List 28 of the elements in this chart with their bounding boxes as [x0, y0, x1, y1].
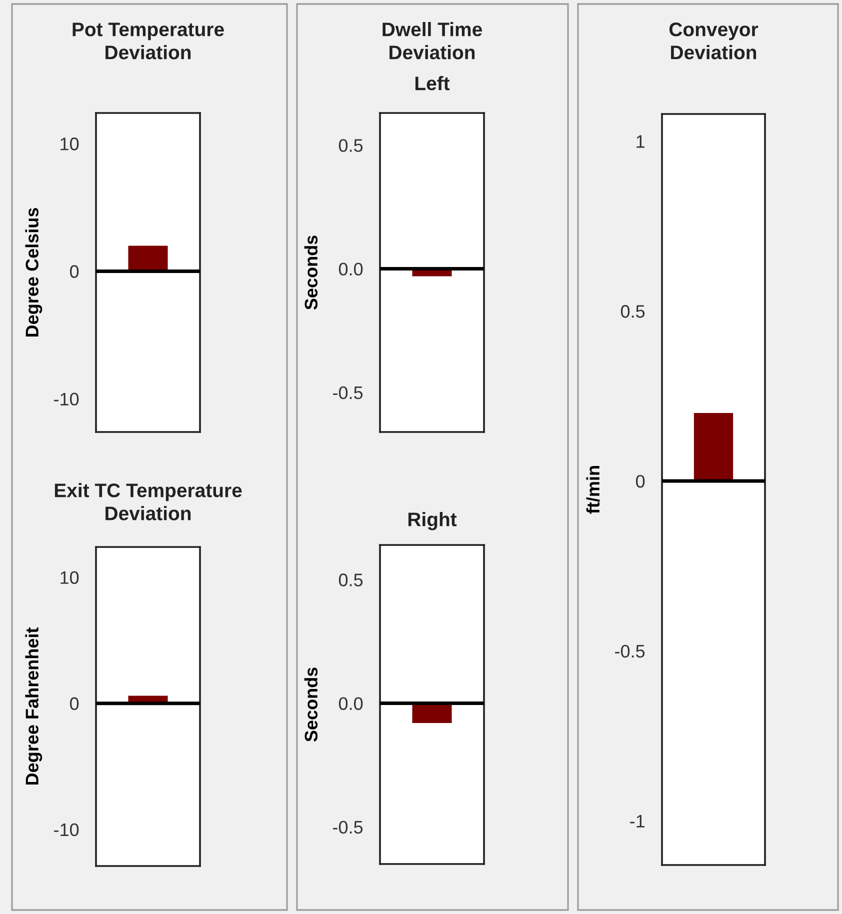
- y-tick-label: 10: [60, 138, 79, 150]
- y-tick-label: 0.0: [338, 697, 363, 710]
- y-tick-label: 0.5: [338, 139, 363, 152]
- y-tick-label: 0.5: [338, 574, 363, 586]
- chart-title: Right: [408, 512, 457, 530]
- y-axis-title: ft/min: [586, 466, 600, 514]
- chart-title: Exit TC Temperature Deviation: [54, 483, 242, 520]
- y-tick-label: 0: [70, 265, 79, 278]
- chart-title: Dwell Time Deviation: [382, 22, 482, 60]
- y-axis-title: Degree Celsius: [25, 208, 42, 337]
- y-tick-label: 0.5: [620, 305, 645, 318]
- y-tick-label: 0: [636, 474, 645, 488]
- chart-title: Conveyor Deviation: [669, 22, 758, 60]
- chart-subtitle: Left: [415, 76, 450, 90]
- chart-title: Pot Temperature Deviation: [72, 22, 224, 60]
- y-tick-label: -0.5: [615, 644, 645, 658]
- y-tick-label: 0: [70, 697, 79, 710]
- y-axis-title: Seconds: [304, 236, 318, 310]
- y-tick-label: -1: [630, 814, 644, 828]
- y-tick-label: -10: [54, 823, 79, 836]
- y-tick-label: -0.5: [333, 820, 363, 834]
- y-tick-label: -0.5: [333, 386, 363, 400]
- y-tick-label: 10: [60, 571, 79, 584]
- y-tick-label: -10: [54, 392, 79, 406]
- y-tick-label: 0.0: [338, 262, 363, 276]
- y-axis-title: Degree Fahrenheit: [25, 627, 42, 785]
- y-tick-label: 1: [636, 135, 644, 148]
- y-axis-title: Seconds: [304, 668, 318, 742]
